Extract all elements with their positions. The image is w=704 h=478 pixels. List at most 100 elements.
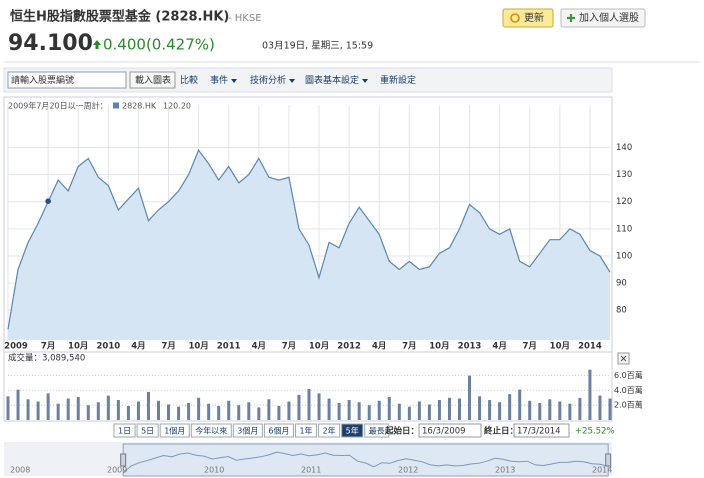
volume-bar: [377, 400, 381, 420]
x-tick-label: 2011: [217, 342, 241, 352]
volume-bar: [588, 369, 592, 420]
x-tick-label: 4月: [252, 342, 266, 352]
close-volume[interactable]: [617, 352, 630, 365]
volume-bar: [478, 396, 482, 420]
toolbar-item[interactable]: 圖表基本設定: [305, 74, 369, 86]
change: 0.400(0.427%): [103, 36, 215, 54]
volume-bar: [337, 402, 341, 420]
range-button-label: 5年: [346, 426, 359, 436]
toolbar-label: 事件: [210, 74, 228, 86]
range-button-label: 1個月: [164, 426, 185, 436]
volume-bar: [397, 403, 401, 420]
volume-bar: [287, 401, 291, 420]
volume-bar: [16, 389, 20, 420]
range-button[interactable]: 最長: [364, 423, 390, 438]
y-tick-label: 4.0百萬: [614, 385, 643, 395]
navigator-label: 2010: [204, 466, 224, 475]
range-button[interactable]: 1年: [294, 423, 318, 438]
toolbar-label: 技術分析: [250, 74, 286, 86]
button-bg: [560, 8, 646, 28]
volume-bar: [548, 399, 552, 420]
x-tick-label: 10月: [550, 342, 570, 352]
range-change: +25.52%: [575, 427, 615, 437]
range-button-bg: [113, 423, 136, 438]
date-input[interactable]: [513, 423, 570, 438]
range-button[interactable]: 1日: [113, 423, 136, 438]
x-tick-label: 2013: [458, 342, 482, 352]
volume-bar: [257, 407, 261, 420]
volume-bar: [317, 393, 321, 420]
volume-bar: [187, 402, 191, 420]
toolbar-label: 重新設定: [380, 74, 416, 86]
y-tick-label: 100: [616, 251, 632, 261]
navigator-label: 2014: [592, 466, 612, 475]
range-button[interactable]: 3個月: [232, 423, 263, 438]
range-button-bg: [190, 423, 232, 438]
range-button-bg: [232, 423, 263, 438]
toolbar-item[interactable]: 重新設定: [380, 74, 416, 86]
title: 恒生H股指數股票型基金 (2828.HK): [10, 9, 229, 25]
navigator-label: 2011: [301, 466, 321, 475]
range-button[interactable]: 5日: [136, 423, 159, 438]
volume-bar: [197, 397, 201, 420]
volume-bar: [267, 399, 271, 420]
volume-bar: [36, 401, 40, 420]
x-tick-label: 2012: [337, 342, 361, 352]
navigator-handle[interactable]: [605, 453, 612, 467]
range-button[interactable]: 2年: [318, 423, 341, 438]
toolbar-label: 圖表基本設定: [305, 74, 359, 86]
range-button[interactable]: 1個月: [159, 423, 190, 438]
range-button[interactable]: 6個月: [263, 423, 294, 438]
volume-bar: [207, 403, 211, 420]
button-label: 加入個人選股: [579, 11, 639, 24]
volume-bar: [347, 400, 351, 420]
dropdown-arrow: [231, 79, 238, 83]
volume-bar: [297, 394, 301, 420]
volume-title: 成交量：3,089,540: [8, 353, 85, 364]
range-start-label: 起始日：: [384, 426, 419, 437]
chart-subtitle: 2009年7月20日以一周計：: [8, 101, 108, 111]
date-input[interactable]: [418, 423, 482, 438]
range-button-bg: [318, 423, 341, 438]
volume-bar: [106, 395, 110, 420]
dropdown-arrow: [289, 79, 296, 83]
range-button[interactable]: 5年: [341, 423, 364, 438]
dropdown-arrow: [362, 79, 369, 83]
search-box[interactable]: 請輸入股票編號: [7, 71, 127, 89]
toolbar-item[interactable]: 事件: [210, 74, 238, 86]
range-button-bg: [294, 423, 318, 438]
range-button-bg: [364, 423, 390, 438]
navigator-window[interactable]: [122, 443, 609, 477]
volume-bar: [598, 395, 602, 420]
navigator-line: [122, 451, 609, 474]
timestamp: 03月19日, 星期三, 15:59: [262, 41, 373, 52]
toolbar-label: 比較: [180, 74, 198, 86]
volume-bar: [558, 401, 562, 420]
volume-bar: [157, 400, 160, 420]
x-tick-label: 2014: [578, 342, 602, 352]
add-button[interactable]: 加入個人選股: [560, 8, 646, 28]
navigator-label: 2012: [398, 466, 418, 475]
navigator-handle[interactable]: [120, 453, 127, 467]
button-label: 載入圖表: [135, 74, 171, 86]
toolbar-item[interactable]: 比較: [180, 74, 198, 86]
volume-bar: [56, 403, 60, 420]
x-tick-label: 7月: [523, 342, 537, 352]
volume-bar: [518, 389, 522, 420]
load-button[interactable]: 載入圖表: [129, 71, 176, 89]
range-button-label: 5日: [141, 427, 154, 436]
refresh-button[interactable]: 更新: [502, 8, 554, 28]
range-button-bg: [263, 423, 294, 438]
volume-bar: [86, 405, 90, 420]
refresh-icon: [510, 13, 520, 23]
volume-bar: [146, 391, 150, 420]
volume-bar: [578, 397, 582, 420]
toolbar-item[interactable]: 技術分析: [250, 74, 296, 86]
volume-bar: [277, 405, 281, 420]
range-button[interactable]: 今年以來: [190, 423, 232, 438]
volume-bar: [488, 400, 492, 420]
x-tick-label: 7月: [402, 342, 416, 352]
x-tick-label: 2009: [4, 342, 28, 352]
x-tick-label: 7月: [41, 342, 55, 352]
